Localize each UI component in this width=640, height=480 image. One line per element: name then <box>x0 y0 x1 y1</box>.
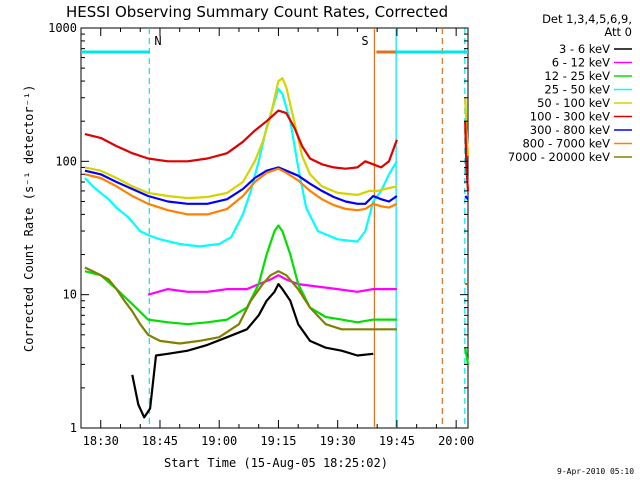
legend-entry-label: 6 - 12 keV <box>552 56 610 70</box>
y-tick-label: 100 <box>55 154 77 168</box>
x-tick-label: 18:30 <box>83 434 119 448</box>
legend-entry-label: 100 - 300 keV <box>530 110 610 124</box>
plot-frame <box>80 27 469 429</box>
series-line <box>84 266 397 345</box>
x-axis-label: Start Time (15-Aug-05 18:25:02) <box>164 456 388 470</box>
marker-label: N <box>154 34 161 48</box>
x-tick-label: 19:30 <box>320 434 356 448</box>
legend-header: Att 0 <box>604 25 632 39</box>
y-axis: 1 10 100 1000 <box>48 21 468 435</box>
legend-header: Det 1,3,4,5,6,9, <box>542 12 632 26</box>
series-line-after-gap <box>464 347 470 365</box>
legend-entry-label: 300 - 800 keV <box>530 123 610 137</box>
legend-entry-label: 12 - 25 keV <box>544 69 610 83</box>
series-line <box>84 109 398 170</box>
x-axis: 18:30 18:45 19:00 19:15 19:30 19:45 20:00 <box>80 28 474 448</box>
series-line <box>84 224 397 326</box>
x-tick-label: 19:15 <box>260 434 296 448</box>
series-line <box>84 166 398 205</box>
series-line <box>84 87 398 248</box>
series-line <box>84 167 398 216</box>
x-tick-label: 20:00 <box>438 434 474 448</box>
legend-entry-label: 3 - 6 keV <box>559 42 610 56</box>
marker-label: S <box>361 34 368 48</box>
legend-entry-label: 25 - 50 keV <box>544 83 610 97</box>
series-line <box>131 283 374 419</box>
x-tick-label: 19:45 <box>379 434 415 448</box>
x-tick-label: 19:00 <box>201 434 237 448</box>
y-tick-label: 1 <box>70 421 77 435</box>
x-tick-label: 18:45 <box>142 434 178 448</box>
y-axis-label: Corrected Count Rate (s⁻¹ detector⁻¹) <box>22 85 36 352</box>
legend-entry-label: 800 - 7000 keV <box>522 137 610 151</box>
legend-entry-label: 50 - 100 keV <box>537 96 610 110</box>
legend-entry-label: 7000 - 20000 keV <box>508 150 610 164</box>
series-line <box>84 77 398 200</box>
series-line <box>147 274 397 296</box>
chart-title: HESSI Observing Summary Count Rates, Cor… <box>66 3 448 21</box>
y-tick-label: 1000 <box>48 21 77 35</box>
footer-timestamp: 9-Apr-2010 05:10 <box>557 467 634 476</box>
series-line-after-gap <box>464 195 469 200</box>
y-tick-label: 10 <box>63 288 77 302</box>
